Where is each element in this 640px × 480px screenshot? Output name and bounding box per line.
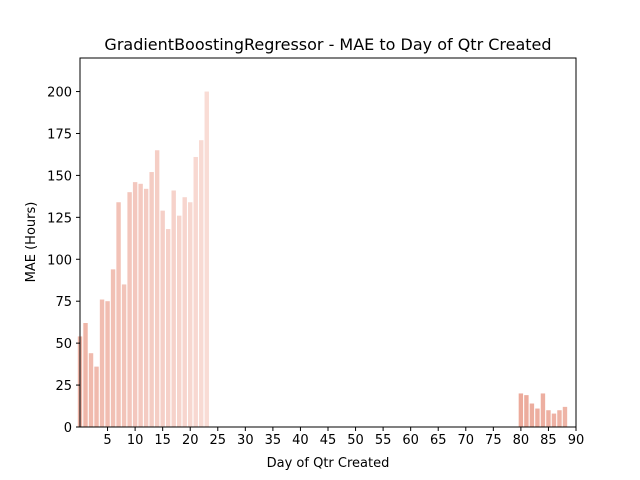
bar-day-81 [524,395,529,427]
bar-day-8 [121,284,127,427]
x-axis-ticks: 5 10 15 20 25 30 35 40 45 50 55 60 65 70 75 80 85 90 [103,427,584,448]
bar-day-22 [199,140,204,427]
x-tick-label: 5 [103,433,111,448]
plot-area-frame [79,57,577,428]
y-tick-label: 50 [55,337,72,352]
bar-day-9 [127,192,132,427]
y-axis-label: MAE (Hours) [24,202,39,283]
x-tick-label: 35 [265,433,282,448]
y-tick-label: 175 [47,127,72,142]
x-tick-label: 60 [402,433,419,448]
x-tick-label: 50 [347,433,364,448]
x-tick-label: 25 [210,433,227,448]
x-tick-label: 80 [513,433,530,448]
bars-group [77,91,568,428]
x-tick-label: 15 [154,433,171,448]
bar-day-10 [132,182,138,427]
bar-day-15 [160,210,165,427]
bar-day-11 [138,183,143,427]
bar-day-3 [94,366,99,427]
bar-day-5 [105,301,110,427]
x-tick-label: 75 [485,433,502,448]
x-axis-label: Day of Qtr Created [267,456,390,471]
x-tick-label: 85 [540,433,557,448]
y-axis-ticks: 0 25 50 75 100 125 150 175 200 [47,86,80,436]
bar-day-21 [193,156,198,427]
x-tick-label: 55 [375,433,392,448]
y-tick-label: 150 [47,169,72,184]
x-tick-label: 10 [127,433,144,448]
bar-day-19 [182,197,187,427]
bar-day-87 [557,410,562,427]
x-tick-label: 20 [182,433,199,448]
bar-day-80 [518,393,524,427]
x-tick-label: 30 [237,433,254,448]
bar-day-84 [540,393,546,427]
x-tick-label: 65 [430,433,447,448]
bar-day-4 [99,299,105,427]
bar-day-85 [546,410,551,427]
chart-title: GradientBoostingRegressor - MAE to Day o… [104,35,551,54]
bar-day-7 [116,202,121,427]
bar-day-88 [562,406,568,427]
bar-day-1 [83,323,88,427]
bar-day-13 [149,172,154,427]
y-tick-label: 100 [47,253,72,268]
bar-day-86 [551,413,557,427]
bar-day-12 [143,188,149,427]
bar-day-6 [110,269,116,427]
y-tick-label: 75 [55,295,72,310]
bar-day-2 [88,353,94,427]
x-tick-label: 45 [320,433,337,448]
x-tick-label: 40 [292,433,309,448]
bar-day-83 [535,408,540,427]
bar-day-16 [165,229,171,427]
bar-day-14 [154,150,160,427]
y-tick-label: 0 [64,421,72,436]
x-tick-label: 90 [568,433,585,448]
bar-day-18 [177,215,182,427]
y-tick-label: 125 [47,211,72,226]
bar-day-20 [188,202,193,427]
bar-day-17 [171,190,176,427]
bar-day-82 [529,403,535,427]
bar-day-23 [204,91,209,428]
y-tick-label: 200 [47,86,72,101]
x-tick-label: 70 [458,433,475,448]
y-tick-label: 25 [55,379,72,394]
